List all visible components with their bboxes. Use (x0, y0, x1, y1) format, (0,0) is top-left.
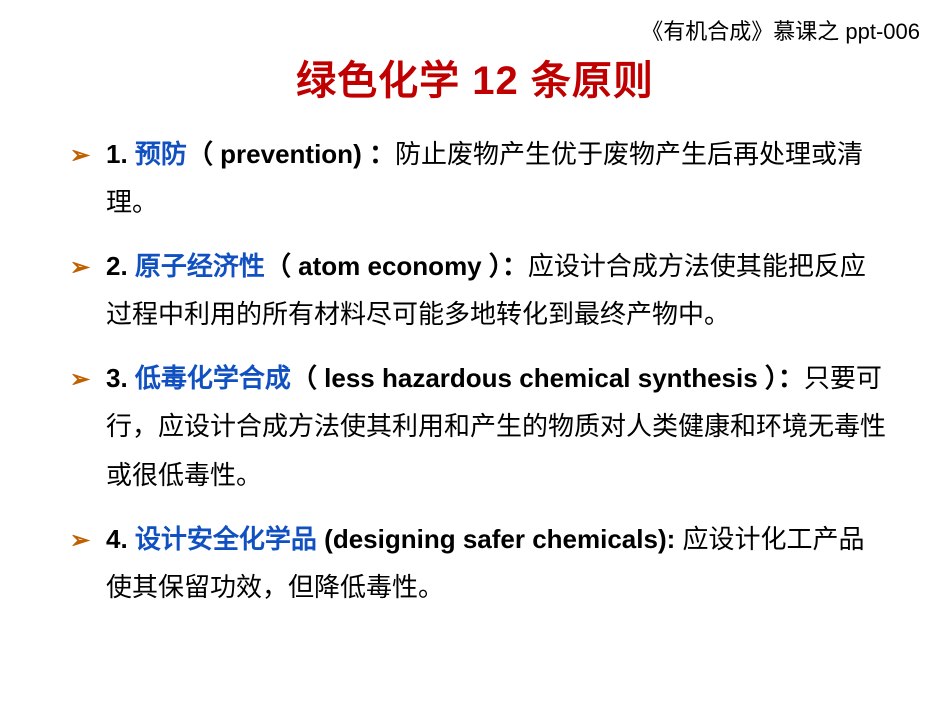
item-term: 原子经济性 (135, 251, 265, 281)
chevron-right-icon: ➢ (70, 358, 90, 402)
principle-item: ➢ 1. 预防（ prevention) ：防止废物产生优于废物产生后再处理或清… (70, 130, 890, 226)
item-paren: (designing safer chemicals): (317, 524, 683, 554)
principles-list: ➢ 1. 预防（ prevention) ：防止废物产生优于废物产生后再处理或清… (70, 130, 890, 627)
item-term: 设计安全化学品 (135, 524, 317, 554)
item-paren: （ prevention) ： (187, 139, 395, 169)
item-paren: （ atom economy ）： (265, 251, 528, 281)
item-term: 低毒化学合成 (135, 363, 291, 393)
header-note: 《有机合成》慕课之 ppt-006 (641, 14, 920, 46)
principle-item: ➢ 3. 低毒化学合成（ less hazardous chemical syn… (70, 354, 890, 498)
item-number: 3. (106, 363, 128, 393)
item-paren: （ less hazardous chemical synthesis ）： (291, 363, 804, 393)
chevron-right-icon: ➢ (70, 519, 90, 563)
item-number: 2. (106, 251, 128, 281)
slide-title: 绿色化学 12 条原则 (0, 48, 950, 106)
item-number: 1. (106, 139, 128, 169)
chevron-right-icon: ➢ (70, 246, 90, 290)
chevron-right-icon: ➢ (70, 134, 90, 178)
item-number: 4. (106, 524, 135, 554)
item-term: 预防 (135, 139, 187, 169)
principle-item: ➢ 2. 原子经济性（ atom economy ）：应设计合成方法使其能把反应… (70, 242, 890, 338)
principle-item: ➢ 4. 设计安全化学品 (designing safer chemicals)… (70, 515, 890, 611)
